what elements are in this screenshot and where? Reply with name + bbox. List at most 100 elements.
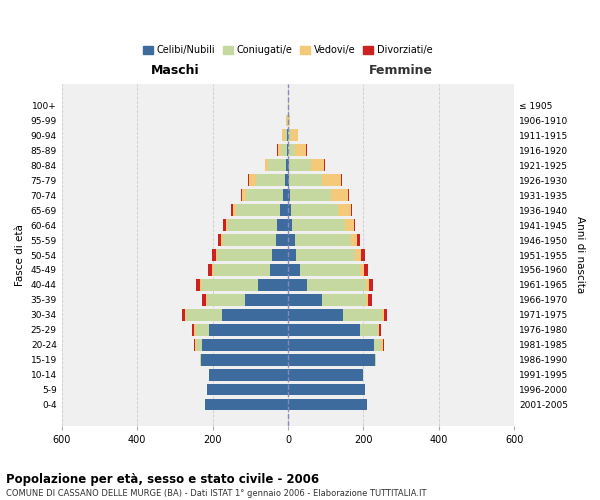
Bar [249, 174, 256, 186]
Bar [230, 204, 233, 216]
Bar [355, 249, 361, 261]
Bar [182, 309, 185, 320]
Bar [291, 204, 338, 216]
Bar [277, 144, 278, 156]
Bar [370, 279, 373, 291]
Bar [215, 249, 217, 261]
Bar [295, 234, 350, 246]
Y-axis label: Anni di nascita: Anni di nascita [575, 216, 585, 294]
Bar [324, 160, 325, 171]
Bar [361, 249, 365, 261]
Bar [282, 130, 284, 141]
Bar [246, 190, 283, 201]
Bar [194, 324, 196, 336]
Bar [288, 309, 343, 320]
Bar [194, 339, 195, 350]
Bar [212, 249, 215, 261]
Bar [207, 294, 245, 306]
Bar [212, 264, 214, 276]
Legend: Celibi/Nubili, Coniugati/e, Vedovi/e, Divorziati/e: Celibi/Nubili, Coniugati/e, Vedovi/e, Di… [139, 41, 437, 59]
Text: Popolazione per età, sesso e stato civile - 2006: Popolazione per età, sesso e stato civil… [6, 472, 319, 486]
Bar [227, 220, 277, 231]
Bar [195, 339, 196, 350]
Bar [288, 354, 374, 366]
Bar [359, 264, 364, 276]
Bar [281, 144, 287, 156]
Bar [268, 160, 286, 171]
Bar [292, 220, 344, 231]
Text: Femmine: Femmine [369, 64, 433, 77]
Bar [288, 264, 300, 276]
Bar [226, 220, 227, 231]
Bar [344, 220, 354, 231]
Bar [223, 220, 226, 231]
Bar [311, 160, 324, 171]
Bar [331, 190, 347, 201]
Bar [295, 144, 305, 156]
Bar [354, 220, 355, 231]
Text: Maschi: Maschi [151, 64, 199, 77]
Bar [347, 190, 349, 201]
Bar [218, 234, 221, 246]
Bar [358, 234, 361, 246]
Bar [291, 130, 298, 141]
Bar [222, 309, 288, 320]
Bar [374, 354, 376, 366]
Bar [367, 294, 368, 306]
Bar [288, 339, 374, 350]
Bar [289, 114, 290, 126]
Bar [209, 369, 288, 380]
Bar [288, 160, 289, 171]
Bar [233, 204, 236, 216]
Bar [382, 309, 384, 320]
Bar [245, 294, 288, 306]
Bar [359, 324, 378, 336]
Bar [202, 279, 258, 291]
Bar [383, 339, 384, 350]
Bar [201, 354, 288, 366]
Bar [368, 294, 372, 306]
Bar [288, 324, 359, 336]
Bar [214, 264, 270, 276]
Bar [296, 249, 355, 261]
Bar [202, 339, 288, 350]
Bar [382, 339, 383, 350]
Bar [305, 144, 307, 156]
Bar [223, 234, 276, 246]
Bar [288, 204, 291, 216]
Bar [256, 174, 285, 186]
Bar [270, 264, 288, 276]
Bar [288, 174, 289, 186]
Bar [288, 384, 365, 396]
Bar [379, 324, 381, 336]
Bar [367, 279, 370, 291]
Bar [205, 399, 288, 410]
Bar [280, 204, 288, 216]
Bar [283, 190, 288, 201]
Bar [384, 309, 387, 320]
Bar [206, 294, 207, 306]
Text: COMUNE DI CASSANO DELLE MURGE (BA) - Dati ISTAT 1° gennaio 2006 - Elaborazione T: COMUNE DI CASSANO DELLE MURGE (BA) - Dat… [6, 489, 427, 498]
Bar [307, 279, 367, 291]
Bar [278, 144, 281, 156]
Bar [236, 204, 280, 216]
Bar [288, 220, 292, 231]
Bar [286, 114, 287, 126]
Bar [288, 234, 295, 246]
Bar [322, 294, 367, 306]
Bar [343, 309, 382, 320]
Bar [200, 354, 201, 366]
Bar [285, 174, 288, 186]
Bar [277, 220, 288, 231]
Bar [290, 190, 331, 201]
Bar [288, 399, 367, 410]
Bar [276, 234, 288, 246]
Bar [374, 339, 382, 350]
Bar [288, 369, 364, 380]
Bar [258, 279, 288, 291]
Bar [288, 279, 307, 291]
Bar [322, 174, 341, 186]
Bar [202, 294, 206, 306]
Bar [288, 190, 290, 201]
Bar [186, 309, 222, 320]
